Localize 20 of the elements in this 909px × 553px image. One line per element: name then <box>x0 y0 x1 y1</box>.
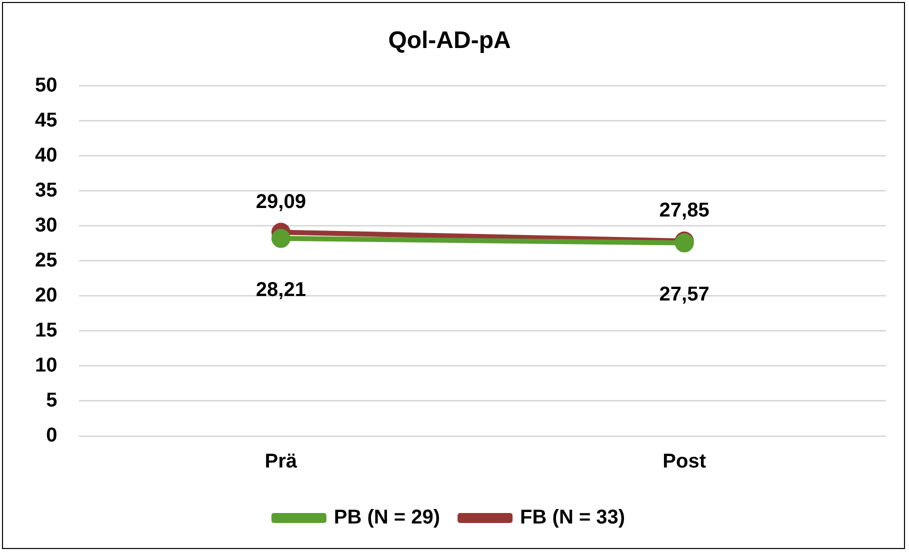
x-tick-label: Post <box>662 450 706 473</box>
data-label: 29,09 <box>256 190 306 213</box>
y-tick-label: 25 <box>34 249 58 272</box>
y-tick-label: 35 <box>34 179 58 202</box>
y-tick-label: 45 <box>34 109 58 132</box>
data-label: 27,85 <box>659 199 710 222</box>
y-tick-label: 20 <box>34 284 58 306</box>
legend-label: FB (N = 33) <box>520 506 626 529</box>
x-tick-label: Prä <box>264 450 298 473</box>
y-tick-label: 10 <box>34 354 58 376</box>
data-label: 28,21 <box>256 278 306 301</box>
y-tick-label: 5 <box>46 389 58 412</box>
chart-title: Qol-AD-pA <box>388 27 511 54</box>
data-label: 27,57 <box>659 283 710 306</box>
y-tick-label: 0 <box>46 424 58 447</box>
y-tick-label: 30 <box>34 214 58 236</box>
y-tick-label: 15 <box>34 319 58 342</box>
y-tick-label: 40 <box>34 144 58 166</box>
legend-label: PB (N = 29) <box>334 506 440 529</box>
y-tick-label: 50 <box>34 74 58 96</box>
